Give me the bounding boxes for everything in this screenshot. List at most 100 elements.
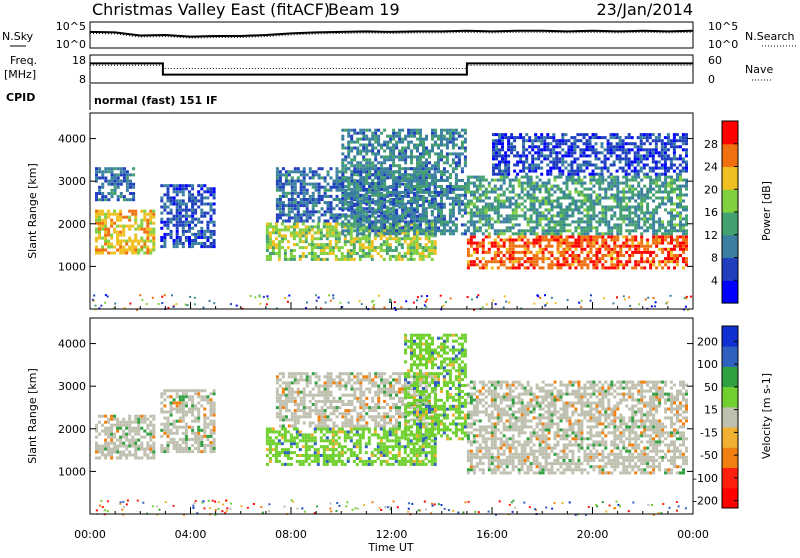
- data-cell: [566, 188, 569, 191]
- data-cell: [561, 173, 564, 176]
- data-cell: [185, 230, 188, 233]
- data-cell: [407, 221, 410, 224]
- data-cell: [395, 223, 398, 226]
- data-cell: [294, 183, 297, 186]
- data-cell: [353, 170, 356, 173]
- data-cell: [200, 230, 203, 233]
- data-cell: [128, 240, 131, 243]
- data-cell: [613, 235, 616, 238]
- data-cell: [407, 252, 410, 255]
- data-cell: [500, 229, 503, 232]
- data-cell: [179, 236, 182, 239]
- data-cell: [321, 207, 324, 210]
- data-cell: [362, 170, 365, 173]
- data-cell: [315, 201, 318, 204]
- data-cell: [586, 188, 589, 191]
- data-cell: [455, 176, 458, 179]
- data-cell: [524, 188, 527, 191]
- data-cell: [294, 220, 297, 223]
- data-cell: [395, 212, 398, 215]
- data-cell: [670, 260, 673, 263]
- data-cell: [470, 260, 473, 263]
- data-cell: [506, 197, 509, 200]
- data-cell: [479, 217, 482, 220]
- speckle: [372, 306, 374, 308]
- data-cell: [419, 138, 422, 141]
- data-cell: [300, 204, 303, 207]
- data-cell: [431, 191, 434, 194]
- data-cell: [333, 213, 336, 216]
- data-cell: [176, 218, 179, 221]
- data-cell: [676, 206, 679, 209]
- data-cell: [317, 237, 320, 240]
- data-cell: [619, 260, 622, 263]
- data-cell: [507, 161, 510, 164]
- data-cell: [266, 228, 269, 231]
- data-cell: [149, 210, 152, 213]
- data-cell: [592, 200, 595, 203]
- data-cell: [374, 209, 377, 212]
- data-cell: [640, 197, 643, 200]
- data-cell: [485, 191, 488, 194]
- data-cell: [676, 176, 679, 179]
- data-cell: [586, 161, 589, 164]
- data-cell: [131, 249, 134, 252]
- data-cell: [398, 229, 401, 232]
- data-cell: [194, 212, 197, 215]
- data-cell: [455, 185, 458, 188]
- data-cell: [170, 196, 173, 199]
- data-cell: [667, 257, 670, 260]
- data-cell: [522, 142, 525, 145]
- data-cell: [637, 248, 640, 251]
- data-cell: [658, 242, 661, 245]
- data-cell: [356, 200, 359, 203]
- data-cell: [143, 246, 146, 249]
- data-cell: [661, 220, 664, 223]
- data-cell: [500, 176, 503, 179]
- data-cell: [494, 254, 497, 257]
- data-cell: [104, 195, 107, 198]
- data-cell: [404, 150, 407, 153]
- data-cell: [673, 148, 676, 151]
- data-cell: [428, 237, 431, 240]
- data-cell: [160, 227, 163, 230]
- data-cell: [504, 157, 507, 160]
- data-cell: [452, 209, 455, 212]
- data-cell: [664, 229, 667, 232]
- data-cell: [446, 188, 449, 191]
- data-cell: [116, 213, 119, 216]
- data-cell: [353, 218, 356, 221]
- data-cell: [655, 148, 658, 151]
- data-cell: [383, 221, 386, 224]
- data-cell: [467, 203, 470, 206]
- data-cell: [610, 142, 613, 145]
- data-cell: [288, 204, 291, 207]
- data-cell: [98, 249, 101, 252]
- data-cell: [610, 254, 613, 257]
- data-cell: [350, 161, 353, 164]
- data-cell: [503, 194, 506, 197]
- data-cell: [312, 204, 315, 207]
- data-cell: [524, 217, 527, 220]
- data-cell: [670, 208, 673, 211]
- data-cell: [410, 141, 413, 144]
- data-cell: [449, 197, 452, 200]
- data-cell: [464, 138, 467, 141]
- data-cell: [458, 132, 461, 135]
- data-cell: [658, 197, 661, 200]
- data-cell: [679, 145, 682, 148]
- data-cell: [552, 167, 555, 170]
- data-cell: [664, 197, 667, 200]
- data-cell: [371, 201, 374, 204]
- data-cell: [407, 176, 410, 179]
- data-cell: [279, 170, 282, 173]
- data-cell: [479, 220, 482, 223]
- data-cell: [567, 164, 570, 167]
- data-cell: [284, 258, 287, 261]
- data-cell: [419, 158, 422, 161]
- data-cell: [492, 145, 495, 148]
- data-cell: [661, 251, 664, 254]
- data-cell: [383, 212, 386, 215]
- data-cell: [452, 147, 455, 150]
- data-cell: [338, 237, 341, 240]
